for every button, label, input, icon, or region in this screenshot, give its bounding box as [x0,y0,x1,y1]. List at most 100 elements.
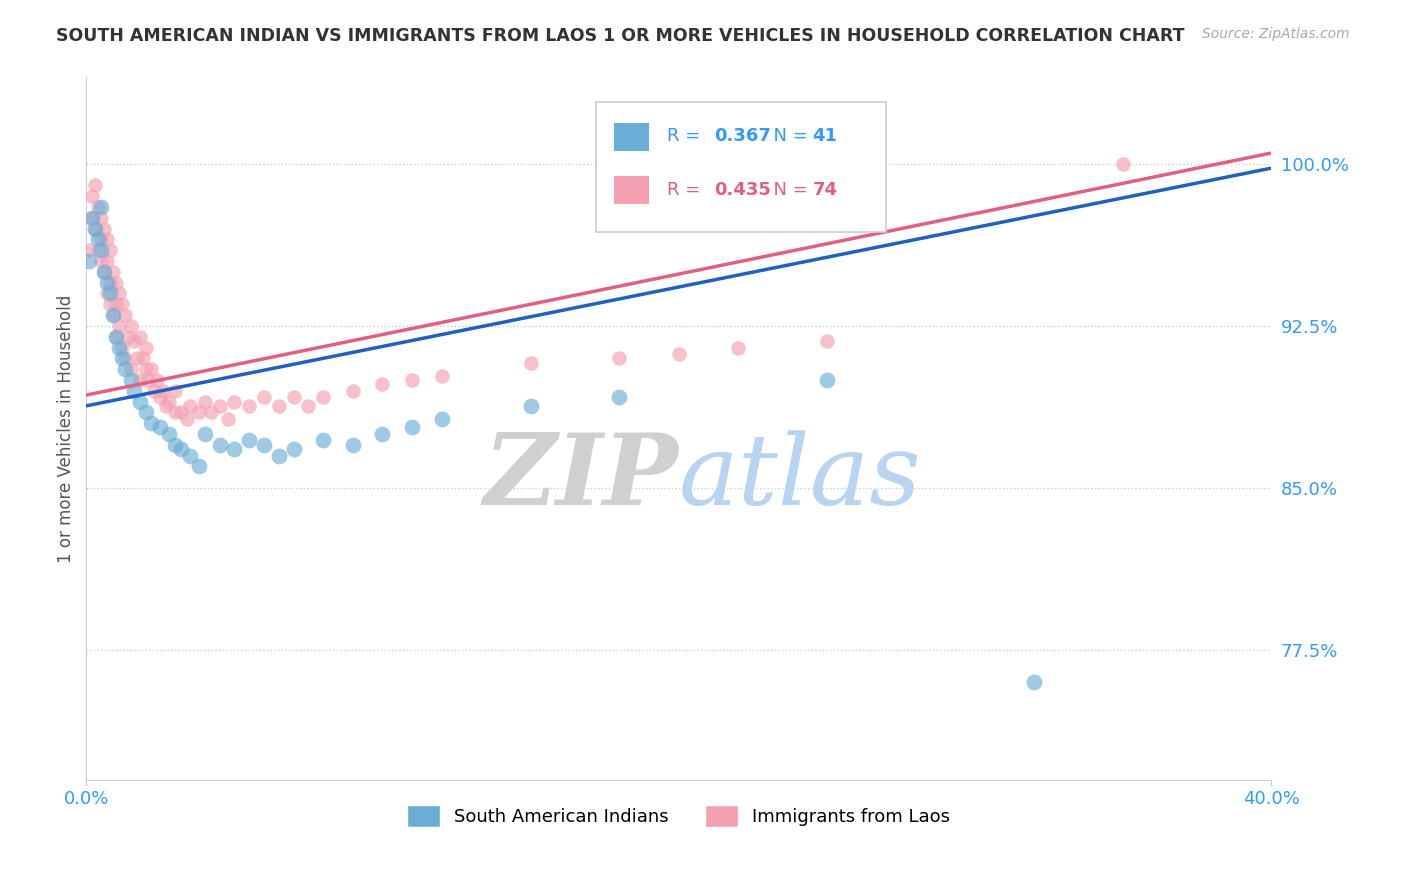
Point [93,265,115,279]
Point [165,384,187,398]
Point [253,438,276,452]
Point [114,351,136,366]
Point [120,373,142,387]
Point [122,384,145,398]
Point [194,394,217,409]
Point [120,318,142,333]
Point [430,412,453,426]
Point [609,390,631,404]
Point [297,399,319,413]
Point [179,449,201,463]
Point [1024,675,1046,690]
Point [128,394,150,409]
Point [90,200,112,214]
Point [238,399,260,413]
Point [93,265,115,279]
Point [93,221,115,235]
FancyBboxPatch shape [596,102,886,232]
Text: R =: R = [666,128,706,145]
Point [90,254,112,268]
Point [815,373,838,387]
Point [238,434,260,448]
Point [135,405,157,419]
Legend: South American Indians, Immigrants from Laos: South American Indians, Immigrants from … [401,797,957,834]
Point [84,221,107,235]
Point [342,384,364,398]
Point [90,244,112,258]
Text: 74: 74 [813,181,838,199]
Point [155,399,177,413]
Point [143,384,166,398]
Point [96,232,118,246]
Point [135,362,157,376]
Point [342,438,364,452]
Point [430,368,453,383]
Point [187,405,209,419]
Point [96,286,118,301]
Text: 0.435: 0.435 [714,181,770,199]
Point [157,394,180,409]
Point [82,211,104,225]
Point [114,308,136,322]
Point [165,438,187,452]
Point [111,351,134,366]
Point [128,329,150,343]
Point [371,377,394,392]
Text: ZIP: ZIP [484,429,679,526]
Text: N =: N = [762,128,813,145]
Point [312,434,335,448]
Text: Source: ZipAtlas.com: Source: ZipAtlas.com [1202,27,1350,41]
Text: 41: 41 [813,128,838,145]
Point [104,297,127,311]
Point [217,412,239,426]
Point [98,276,121,290]
Point [141,416,163,430]
Point [111,341,134,355]
Point [111,297,134,311]
Point [1112,157,1135,171]
Point [82,211,104,225]
Point [108,318,131,333]
Point [267,449,290,463]
Point [87,232,110,246]
Point [101,265,124,279]
Point [170,405,193,419]
FancyBboxPatch shape [613,123,650,151]
Point [77,254,100,268]
Point [146,373,169,387]
Point [668,347,690,361]
Point [96,276,118,290]
Point [84,178,107,193]
Point [152,384,174,398]
Point [815,334,838,348]
Text: N =: N = [762,181,813,199]
Point [87,200,110,214]
Point [187,459,209,474]
Point [98,297,121,311]
Point [117,329,139,343]
Point [208,399,231,413]
Point [104,329,127,343]
Point [194,426,217,441]
Point [87,244,110,258]
Point [371,426,394,441]
Point [101,308,124,322]
Point [165,405,187,419]
Text: atlas: atlas [679,430,921,525]
Point [283,390,305,404]
Point [224,394,246,409]
Point [519,399,541,413]
Point [122,334,145,348]
Point [149,420,172,434]
Point [609,351,631,366]
Point [401,420,423,434]
FancyBboxPatch shape [613,176,650,204]
Point [224,442,246,456]
Point [82,189,104,203]
Point [200,405,222,419]
Point [401,373,423,387]
Point [104,329,127,343]
Point [519,356,541,370]
Point [108,286,131,301]
Point [149,390,172,404]
